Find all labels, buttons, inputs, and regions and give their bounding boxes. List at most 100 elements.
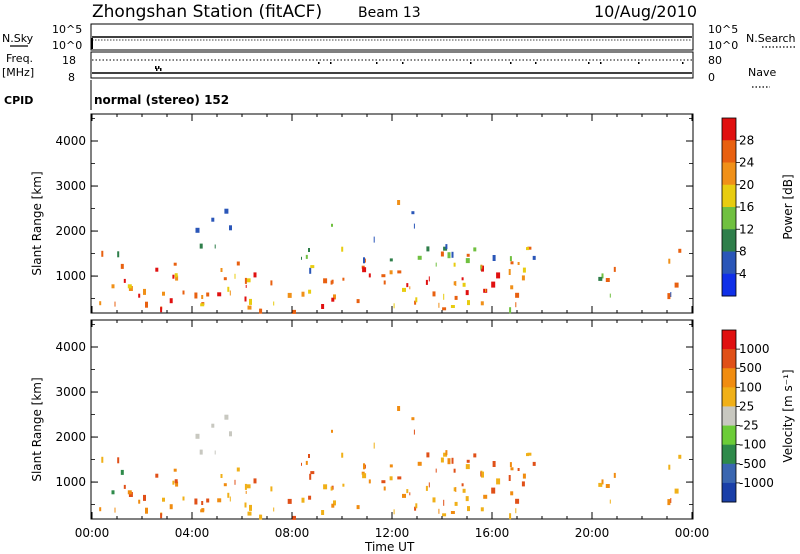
data-cell bbox=[409, 286, 411, 290]
data-cell bbox=[393, 303, 395, 309]
colorbar-tick-label: 28 bbox=[739, 133, 754, 147]
nave-tick-bottom: 0 bbox=[708, 71, 715, 84]
data-cell bbox=[323, 484, 328, 490]
data-cell bbox=[287, 292, 292, 298]
nsky-tick-top: 10^5 bbox=[52, 23, 82, 36]
data-cell bbox=[473, 453, 477, 458]
data-cell bbox=[182, 496, 185, 501]
data-cell bbox=[138, 499, 141, 504]
data-cell bbox=[201, 295, 204, 299]
data-cell bbox=[440, 251, 444, 257]
freq-unit-label: [MHz] bbox=[2, 66, 34, 79]
data-cell bbox=[510, 467, 514, 471]
data-cell bbox=[406, 283, 409, 288]
y-axis-label: Slant Range [km] bbox=[30, 377, 44, 481]
data-cell bbox=[605, 484, 610, 488]
data-cell bbox=[229, 431, 232, 437]
data-cell bbox=[467, 506, 470, 512]
data-cell bbox=[443, 246, 448, 251]
colorbar-tick-label: 4 bbox=[739, 267, 747, 281]
colorbar-tick-label: 20 bbox=[739, 178, 754, 192]
data-cell bbox=[428, 276, 430, 282]
colorbar-swatch bbox=[722, 406, 736, 427]
data-cell bbox=[321, 304, 325, 309]
data-cell bbox=[117, 251, 120, 258]
data-cell bbox=[527, 246, 532, 250]
data-cell bbox=[609, 293, 611, 298]
cpid-text: normal (stereo) 152 bbox=[94, 93, 229, 107]
nsky-panel: N.Sky 10^5 10^0 N.Search 10^5 10^0 bbox=[2, 23, 796, 52]
freq-mark bbox=[470, 62, 472, 64]
data-cell bbox=[331, 503, 335, 508]
data-cell bbox=[613, 472, 616, 478]
data-cell bbox=[145, 301, 148, 308]
data-cell bbox=[200, 303, 205, 307]
data-cell bbox=[461, 277, 464, 281]
x-tick-label: 16:00 bbox=[475, 526, 510, 540]
data-cell bbox=[172, 274, 175, 279]
data-cell bbox=[526, 453, 529, 457]
data-cell bbox=[234, 273, 236, 279]
data-cell bbox=[481, 471, 484, 478]
data-cell bbox=[217, 292, 222, 297]
data-cell bbox=[465, 290, 469, 296]
colorbar-label: Velocity [m s⁻¹] bbox=[781, 369, 795, 462]
data-cells bbox=[99, 406, 682, 520]
data-cell bbox=[206, 498, 210, 503]
data-cell bbox=[522, 267, 526, 273]
data-cell bbox=[432, 497, 436, 503]
data-cell bbox=[508, 269, 511, 275]
data-cell bbox=[123, 484, 126, 489]
colorbar-swatch bbox=[722, 118, 736, 141]
data-cell bbox=[305, 254, 308, 259]
data-cell bbox=[454, 501, 458, 506]
data-cell bbox=[670, 498, 672, 503]
data-cell bbox=[273, 507, 275, 512]
data-cell bbox=[308, 454, 310, 458]
freq-mark bbox=[638, 62, 640, 64]
data-cell bbox=[435, 468, 437, 473]
data-cell bbox=[480, 507, 484, 512]
colorbar-swatch bbox=[722, 349, 736, 369]
data-cell bbox=[143, 288, 146, 295]
data-cell bbox=[402, 287, 406, 292]
data-cell bbox=[245, 490, 247, 494]
data-cell bbox=[414, 300, 417, 305]
data-cell bbox=[160, 307, 163, 313]
data-cell bbox=[451, 457, 454, 464]
data-cell bbox=[220, 474, 223, 478]
freq-panel: Freq. [MHz] 18 8 Nave 80 0 bbox=[2, 51, 776, 88]
y-tick-label: 2000 bbox=[55, 224, 86, 238]
colorbar-tick-label: 25 bbox=[739, 399, 754, 413]
data-cell bbox=[454, 295, 458, 300]
data-cell bbox=[668, 258, 671, 264]
y-axis-label: Slant Range [km] bbox=[30, 171, 44, 275]
data-cell bbox=[199, 449, 203, 455]
data-cell bbox=[515, 302, 517, 308]
data-cell bbox=[532, 461, 536, 466]
data-cell bbox=[521, 275, 525, 281]
colorbar-swatch bbox=[722, 387, 736, 407]
data-cell bbox=[381, 480, 386, 484]
data-cell bbox=[508, 475, 511, 481]
data-cell bbox=[397, 476, 402, 480]
data-cell bbox=[195, 433, 200, 439]
data-cell bbox=[114, 301, 116, 307]
data-cell bbox=[101, 250, 104, 257]
time-axis: 00:00 04:00 08:00 12:00 16:00 20:00 00:00 bbox=[75, 526, 710, 540]
data-cell bbox=[509, 307, 512, 314]
data-cell bbox=[397, 406, 401, 411]
data-cell bbox=[333, 294, 336, 300]
data-cell bbox=[201, 501, 204, 505]
data-cell bbox=[155, 473, 159, 478]
data-cell bbox=[143, 494, 146, 501]
data-cell bbox=[442, 307, 447, 311]
colorbar-swatch bbox=[722, 482, 736, 503]
colorbar: 1000 500 100 25 -25 -100 -500 -1000 Velocity [m … bbox=[721, 329, 795, 503]
data-cell bbox=[453, 487, 456, 492]
data-cell bbox=[414, 506, 417, 511]
colorbar: 4 8 12 16 20 24 28 Power [dB] bbox=[721, 117, 795, 297]
data-cell bbox=[521, 481, 525, 487]
data-cell bbox=[613, 266, 616, 272]
freq-tick-bottom: 8 bbox=[68, 71, 75, 84]
